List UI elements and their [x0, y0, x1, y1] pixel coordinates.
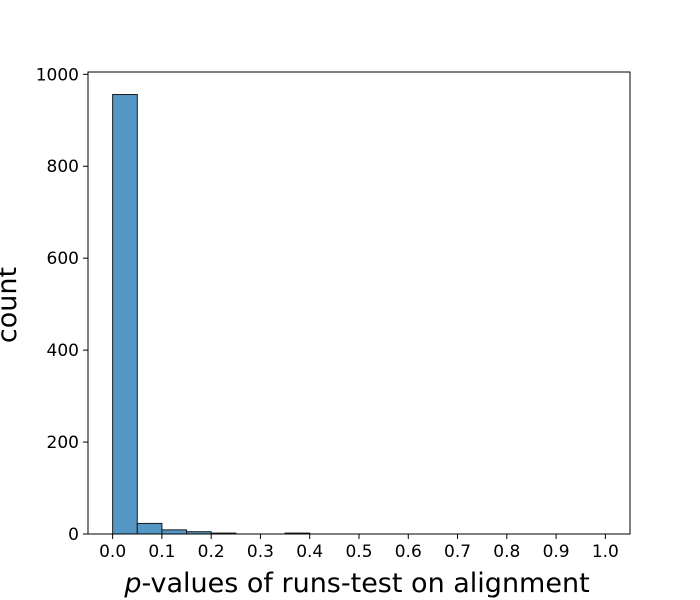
x-axis-ticks: 0.0 0.1 0.2 0.3 0.4 0.5 0.6 0.7 0.8 0.9 1.0: [99, 534, 619, 562]
x-tick-label-5: 0.5: [345, 542, 372, 562]
y-tick-label-1: 200: [47, 433, 79, 453]
x-tick-label-6: 0.6: [395, 542, 422, 562]
y-tick-label-4: 800: [47, 157, 79, 177]
histogram-bars: [112, 94, 311, 535]
x-tick-label-8: 0.8: [493, 542, 520, 562]
x-tick-label-0: 0.0: [99, 542, 126, 562]
x-tick-label-1: 0.1: [148, 542, 175, 562]
x-tick-label-7: 0.7: [444, 542, 471, 562]
histogram-bar-0: [112, 94, 138, 535]
y-tick-label-0: 0: [68, 525, 79, 545]
plot-frame: [87, 71, 631, 535]
x-axis-label: p-values of runs-test on alignment: [123, 568, 589, 599]
y-axis-ticks: 0 200 400 600 800 1000: [36, 65, 88, 545]
histogram-bar-1: [136, 522, 163, 535]
x-tick-label-9: 0.9: [543, 542, 570, 562]
x-tick-label-4: 0.4: [296, 542, 323, 562]
x-tick-label-2: 0.2: [198, 542, 225, 562]
x-axis-label-italic: p: [123, 568, 141, 599]
x-axis-label-rest: -values of runs-test on alignment: [141, 568, 589, 599]
y-axis-label: count: [0, 267, 23, 343]
x-tick-label-10: 1.0: [592, 542, 619, 562]
x-tick-label-3: 0.3: [247, 542, 274, 562]
y-tick-label-5: 1000: [36, 65, 79, 85]
histogram-bar-2: [161, 529, 188, 535]
y-tick-label-2: 400: [47, 341, 79, 361]
y-tick-label-3: 600: [47, 249, 79, 269]
